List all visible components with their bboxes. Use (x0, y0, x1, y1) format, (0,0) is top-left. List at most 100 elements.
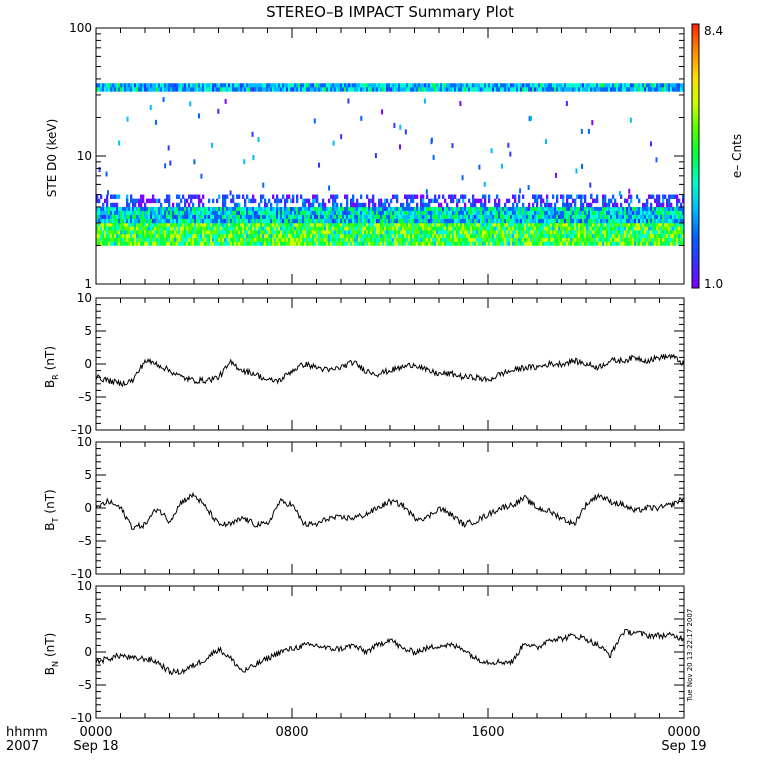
spectrogram-cell (470, 226, 473, 231)
spectrogram-cell (172, 214, 175, 220)
spectrogram-cell (590, 202, 593, 208)
spectrogram-cell (652, 222, 655, 227)
spectrogram-cell (586, 237, 589, 243)
spectrogram-cell (244, 206, 247, 212)
spectrogram-cell (368, 222, 371, 227)
spectrogram-cell (460, 226, 463, 231)
spectrogram-cell (422, 87, 425, 92)
spectrogram-cell (238, 218, 241, 224)
spectrogram-cell (388, 206, 391, 212)
spectrogram-cell (372, 87, 375, 92)
spectrogram-cell (544, 210, 547, 216)
spectrogram-cell (308, 241, 311, 246)
spectrogram-cell (208, 222, 211, 227)
spectrogram-cell (658, 214, 661, 220)
spectrogram-cell (200, 210, 203, 216)
spectrogram-cell (486, 218, 489, 224)
spectrogram-cell (472, 194, 475, 199)
spectrogram-cell (142, 87, 145, 92)
spectrogram-cell (650, 241, 653, 246)
spectrogram-cell (388, 234, 391, 239)
spectrogram-cell (370, 210, 373, 216)
spectrogram-cell (484, 198, 487, 204)
spectrogram-cell (332, 198, 335, 204)
spectrogram-cell (398, 87, 401, 92)
spectrogram-cell (214, 241, 217, 246)
spectrogram-cell (154, 237, 157, 243)
spectrogram-cell (100, 83, 103, 88)
spectrogram-cell (628, 218, 631, 224)
spectrogram-cell (192, 194, 195, 199)
spectrogram-cell (306, 237, 309, 243)
spectrogram-cell (134, 214, 137, 220)
spectrogram-cell (322, 226, 325, 231)
spectrogram-cell (226, 226, 229, 231)
spectrogram-cell (312, 194, 315, 199)
spectrogram-cell (380, 230, 383, 235)
spectrogram-cell (682, 237, 685, 243)
spectrogram-cell (380, 218, 383, 224)
spectrogram-cell (506, 210, 509, 216)
spectrogram-cell (346, 206, 349, 212)
spectrogram-cell (128, 206, 131, 212)
spectrogram-cell (640, 218, 643, 224)
spectrogram-cell (264, 198, 267, 204)
spectrogram-cell (318, 206, 321, 212)
spectrogram-cell (506, 87, 509, 92)
spectrogram-cell (98, 241, 101, 246)
spectrogram-cell (160, 214, 163, 220)
spectrogram-cell (124, 87, 127, 92)
spectrogram-cell (240, 237, 243, 243)
spectrogram-cell (536, 210, 539, 216)
spectrogram-cell (105, 171, 108, 177)
spectrogram-cell (416, 241, 419, 246)
spectrogram-cell (406, 241, 409, 246)
spectrogram-cell (470, 218, 473, 224)
spectrogram-cell (212, 226, 215, 231)
spectrogram-cell (172, 87, 175, 92)
spectrogram-cell (264, 214, 267, 220)
spectrogram-cell (460, 234, 463, 239)
spectrogram-cell (527, 185, 530, 191)
spectrogram-cell (670, 83, 673, 88)
spectrogram-cell (466, 206, 469, 212)
spectrogram-cell (676, 234, 679, 239)
spectrogram-cell (630, 218, 633, 224)
spectrogram-cell (514, 83, 517, 88)
spectrogram-cell (528, 83, 531, 88)
spectrogram-cell (144, 214, 147, 220)
spectrogram-cell (304, 241, 307, 246)
spectrogram-cell (546, 210, 549, 216)
spectrogram-cell (532, 210, 535, 216)
spectrogram-cell (344, 222, 347, 227)
spectrogram-cell (320, 202, 323, 208)
spectrogram-cell (412, 237, 415, 243)
spectrogram-cell (548, 218, 551, 224)
spectrogram-cell (150, 83, 153, 88)
spectrogram-cell (480, 222, 483, 227)
spectrogram-cell (98, 214, 101, 220)
spectrogram-cell (366, 222, 369, 227)
spectrogram-cell (160, 218, 163, 224)
spectrogram-cell (476, 206, 479, 212)
spectrogram-cell (252, 214, 255, 220)
spectrogram-cell (310, 234, 313, 239)
spectrogram-cell (240, 214, 243, 220)
spectrogram-cell (568, 230, 571, 235)
spectrogram-cell (206, 234, 209, 239)
spectrogram-cell (466, 87, 469, 92)
date-tick-label: Sep 18 (73, 739, 118, 754)
spectrogram-cell (458, 241, 461, 246)
spectrogram-cell (422, 83, 425, 88)
spectrogram-cell (258, 230, 261, 235)
spectrogram-cell (558, 218, 561, 224)
spectrogram-cell (100, 237, 103, 243)
spectrogram-cell (408, 237, 411, 243)
spectrogram-cell (340, 206, 343, 212)
spectrogram-cell (114, 194, 117, 199)
spectrogram-cell (210, 210, 213, 216)
spectrogram-cell (208, 234, 211, 239)
spectrogram-cell (166, 198, 169, 204)
spectrogram-cell (440, 241, 443, 246)
spectrogram-cell (160, 87, 163, 92)
